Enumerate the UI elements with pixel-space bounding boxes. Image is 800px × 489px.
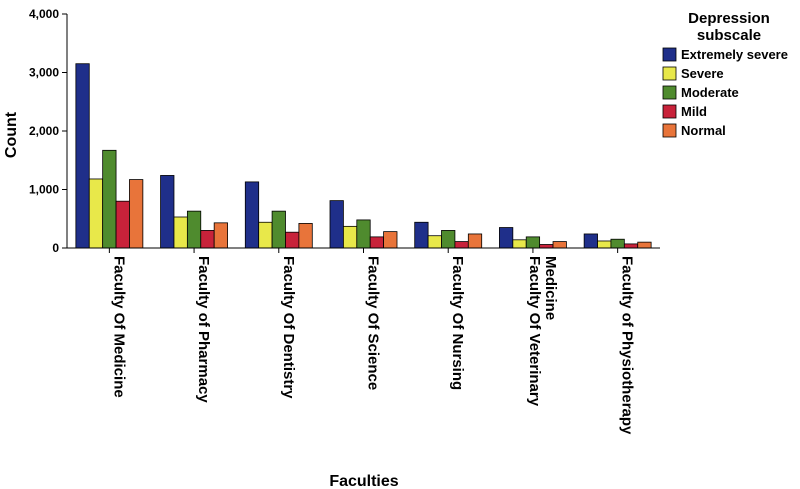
x-category-label: Faculty of Pharmacy [195, 256, 212, 403]
bar-mild [539, 244, 554, 249]
bar-extremely-severe [244, 181, 260, 249]
legend-title: Depression [688, 10, 770, 27]
y-axis-title: Count [3, 111, 20, 158]
bars [75, 63, 652, 249]
bar-normal [552, 241, 567, 249]
bar-severe [342, 225, 358, 249]
y-tick-label: 4,000 [29, 7, 59, 21]
bar-moderate [186, 210, 202, 249]
bar-moderate [356, 219, 371, 249]
y-axis: 0 1,000 2,000 3,000 4,000 [29, 7, 68, 255]
x-axis-title: Faculties [329, 473, 398, 489]
bar-mild [115, 200, 130, 249]
bar-severe [88, 178, 104, 249]
y-tick-label: 3,000 [29, 66, 59, 80]
bar-extremely-severe [75, 63, 90, 249]
legend-swatch [662, 47, 677, 62]
x-category-label: Faculty Of Nursing [449, 256, 466, 390]
legend-label: Mild [681, 104, 707, 119]
bar-extremely-severe [583, 233, 598, 249]
legend-swatch [662, 66, 677, 81]
x-category-label: Faculty of Physiotherapy [619, 256, 636, 435]
x-category-label: Medicine [542, 256, 559, 320]
bar-normal [637, 241, 652, 249]
bar-mild [454, 241, 469, 249]
bar-extremely-severe [414, 221, 429, 249]
legend-label: Extremely severe [681, 47, 788, 62]
y-tick-label: 1,000 [29, 183, 59, 197]
bar-extremely-severe [329, 200, 344, 249]
legend-label: Normal [681, 123, 726, 138]
bar-extremely-severe [499, 227, 514, 249]
bar-mild [623, 243, 639, 249]
legend-swatch [662, 123, 677, 138]
bar-moderate [441, 230, 456, 249]
bar-severe [427, 235, 442, 249]
bar-extremely-severe [160, 175, 175, 249]
bar-moderate [610, 238, 625, 249]
bar-mild [285, 231, 300, 249]
bar-moderate [102, 149, 117, 249]
legend-label: Severe [681, 66, 724, 81]
bar-normal [129, 179, 144, 249]
legend-label: Moderate [681, 85, 739, 100]
x-category-label: Faculty Of Dentistry [280, 256, 297, 399]
bar-severe [258, 221, 273, 249]
x-category-label: Faculty Of Veterinary [526, 256, 543, 407]
y-tick-label: 2,000 [29, 124, 59, 138]
legend-swatch [662, 85, 677, 100]
bar-mild [200, 230, 215, 249]
bar-severe [173, 216, 188, 249]
x-axis: Faculty Of Medicine Faculty of Pharmacy Fa… [67, 247, 660, 435]
bar-severe [597, 240, 612, 249]
legend-swatch [662, 104, 677, 119]
bar-severe [512, 239, 527, 249]
bar-moderate [271, 210, 286, 249]
legend-title: subscale [697, 27, 761, 44]
bar-normal [213, 222, 228, 249]
x-category-label: Faculty Of Science [365, 256, 382, 390]
y-tick-label: 0 [52, 241, 59, 255]
bar-normal [467, 233, 483, 249]
bar-normal [298, 223, 313, 249]
bar-moderate [525, 236, 541, 249]
bar-normal [383, 231, 398, 249]
bar-mild [369, 236, 385, 249]
x-category-label: Faculty Of Medicine [110, 256, 127, 398]
